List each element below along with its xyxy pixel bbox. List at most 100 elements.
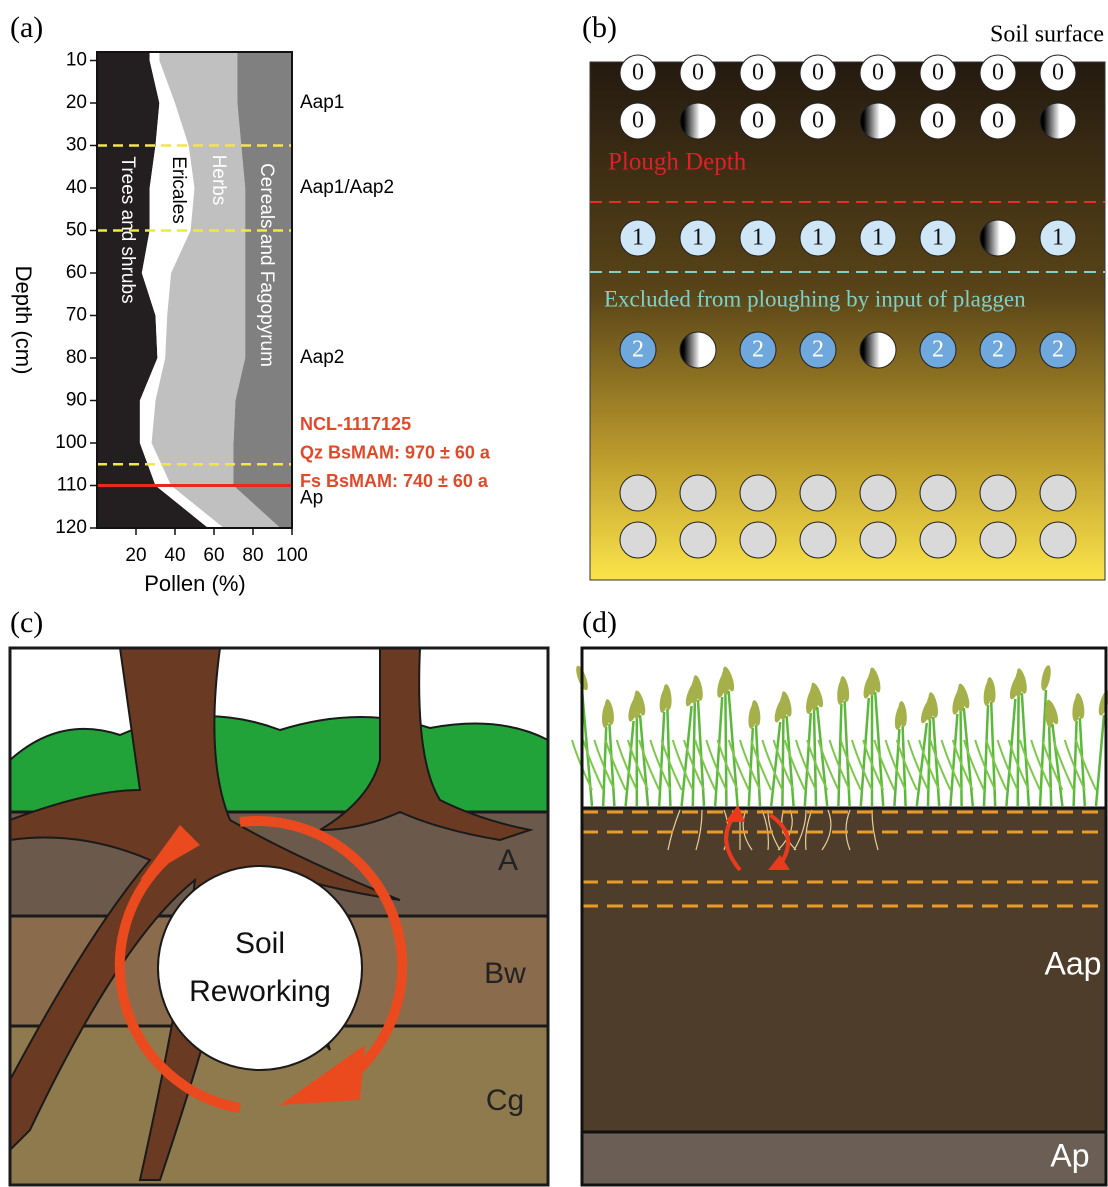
wheat-stem <box>1072 720 1078 807</box>
wheat-leaf <box>582 739 605 791</box>
wheat-head <box>1046 699 1059 725</box>
unworked-circle <box>979 474 1017 512</box>
wheat-stem <box>843 700 851 807</box>
y-tick-label: 10 <box>66 50 87 71</box>
arrow <box>114 856 241 1113</box>
wheat-stem <box>657 711 666 807</box>
wheat-stem <box>1051 723 1064 807</box>
wheat-leaf <box>996 739 1019 791</box>
series-label: Ericales <box>168 156 189 224</box>
reworking-circle <box>157 865 363 1071</box>
sample-label: 1 <box>692 225 704 251</box>
y-tick-label: 50 <box>66 220 87 241</box>
y-axis-title: Depth (cm) <box>11 266 36 375</box>
horizon-label: Cg <box>486 1084 524 1117</box>
sample-circle <box>799 54 837 92</box>
wheat-leaf <box>1019 739 1041 791</box>
sample-circle <box>919 102 957 140</box>
area <box>97 52 209 528</box>
sample-circle <box>919 219 957 257</box>
sample-circle <box>739 219 777 257</box>
sample-label: 0 <box>932 60 944 86</box>
root <box>667 809 681 851</box>
wheat-stem <box>837 703 843 807</box>
sample-label: 1 <box>632 225 644 251</box>
sample-circle <box>799 102 837 140</box>
sample-circle <box>1039 54 1077 92</box>
unworked-circle <box>1039 521 1077 559</box>
wheat-stem <box>962 707 975 807</box>
wheat-leaf <box>593 739 616 791</box>
wheat-leaf <box>772 739 795 791</box>
sample-label: 0 <box>752 108 764 134</box>
series-label: Cereals and Fagopyrum <box>256 163 277 367</box>
unworked-circle <box>679 474 717 512</box>
x-tick-label: 20 <box>125 545 146 566</box>
wheat-stem <box>624 720 635 807</box>
horizon-label: Ap <box>300 487 323 508</box>
x-axis-title: Pollen (%) <box>144 571 245 596</box>
wheat-stem <box>691 702 697 807</box>
wheat-leaf <box>739 739 761 791</box>
wheat-stem <box>873 691 885 807</box>
wheat-stem <box>769 721 782 807</box>
wheat-leaf <box>660 739 683 791</box>
wheat-head <box>723 666 735 692</box>
y-tick-label: 60 <box>66 262 87 283</box>
sample-label: 1 <box>932 225 944 251</box>
x-tick-label: 100 <box>276 545 308 566</box>
wheat-head <box>781 691 792 717</box>
sample-circle <box>619 331 657 369</box>
y-tick-label: 30 <box>66 135 87 156</box>
wheat-head <box>898 701 907 727</box>
wheat-leaf <box>571 739 593 791</box>
sample-label: 2 <box>752 337 764 363</box>
sample-circle <box>679 219 717 257</box>
wheat-stem <box>724 693 728 807</box>
wheat-head <box>958 683 970 709</box>
sample-circle <box>619 102 657 140</box>
unworked-circle <box>799 521 837 559</box>
horizon-label: A <box>498 844 518 877</box>
annotation: Fs BsMAM: 740 ± 60 a <box>300 471 489 491</box>
wheat-leaf <box>1063 739 1086 791</box>
wheat-leaf <box>806 739 829 791</box>
sample-circle <box>919 54 957 92</box>
sample-label: 0 <box>1052 60 1064 86</box>
sample-circle <box>739 54 777 92</box>
sample-label: 0 <box>992 60 1004 86</box>
wheat-stem <box>949 713 959 807</box>
sample-circle <box>859 331 897 369</box>
panel-d: Aap Ap <box>571 646 1108 1187</box>
wheat-stem <box>926 719 932 807</box>
soil-surface-label: Soil surface <box>990 22 1104 48</box>
wheat-leaf <box>649 739 672 791</box>
wheat-leaf <box>750 739 773 791</box>
panel-label: (d) <box>582 606 617 639</box>
wheat-leaf <box>1030 739 1053 791</box>
frame <box>580 646 1108 1187</box>
sample-label: 0 <box>632 108 644 134</box>
y-tick-label: 40 <box>66 177 87 198</box>
sample-circle <box>619 219 657 257</box>
y-tick-label: 110 <box>57 475 87 496</box>
wheat-leaf <box>761 739 784 791</box>
wheat-stem <box>803 712 813 807</box>
wheat-stem <box>1020 692 1031 807</box>
wheat-stem <box>901 725 907 807</box>
arrow <box>239 816 408 1090</box>
series-label: Herbs <box>208 155 229 206</box>
root <box>821 809 832 851</box>
sample-circle <box>679 331 717 369</box>
wheat-stem <box>696 699 706 807</box>
wheat-head <box>928 692 938 718</box>
wheat-stem <box>1038 689 1048 807</box>
wheat-leaf <box>783 739 806 791</box>
area <box>151 52 281 528</box>
unworked-circle <box>919 521 957 559</box>
wheat-head <box>693 675 703 701</box>
wheat-stem <box>1016 695 1020 807</box>
wheat-leaf <box>839 739 862 791</box>
wheat-stem <box>1094 714 1106 807</box>
unworked-circle <box>919 474 957 512</box>
